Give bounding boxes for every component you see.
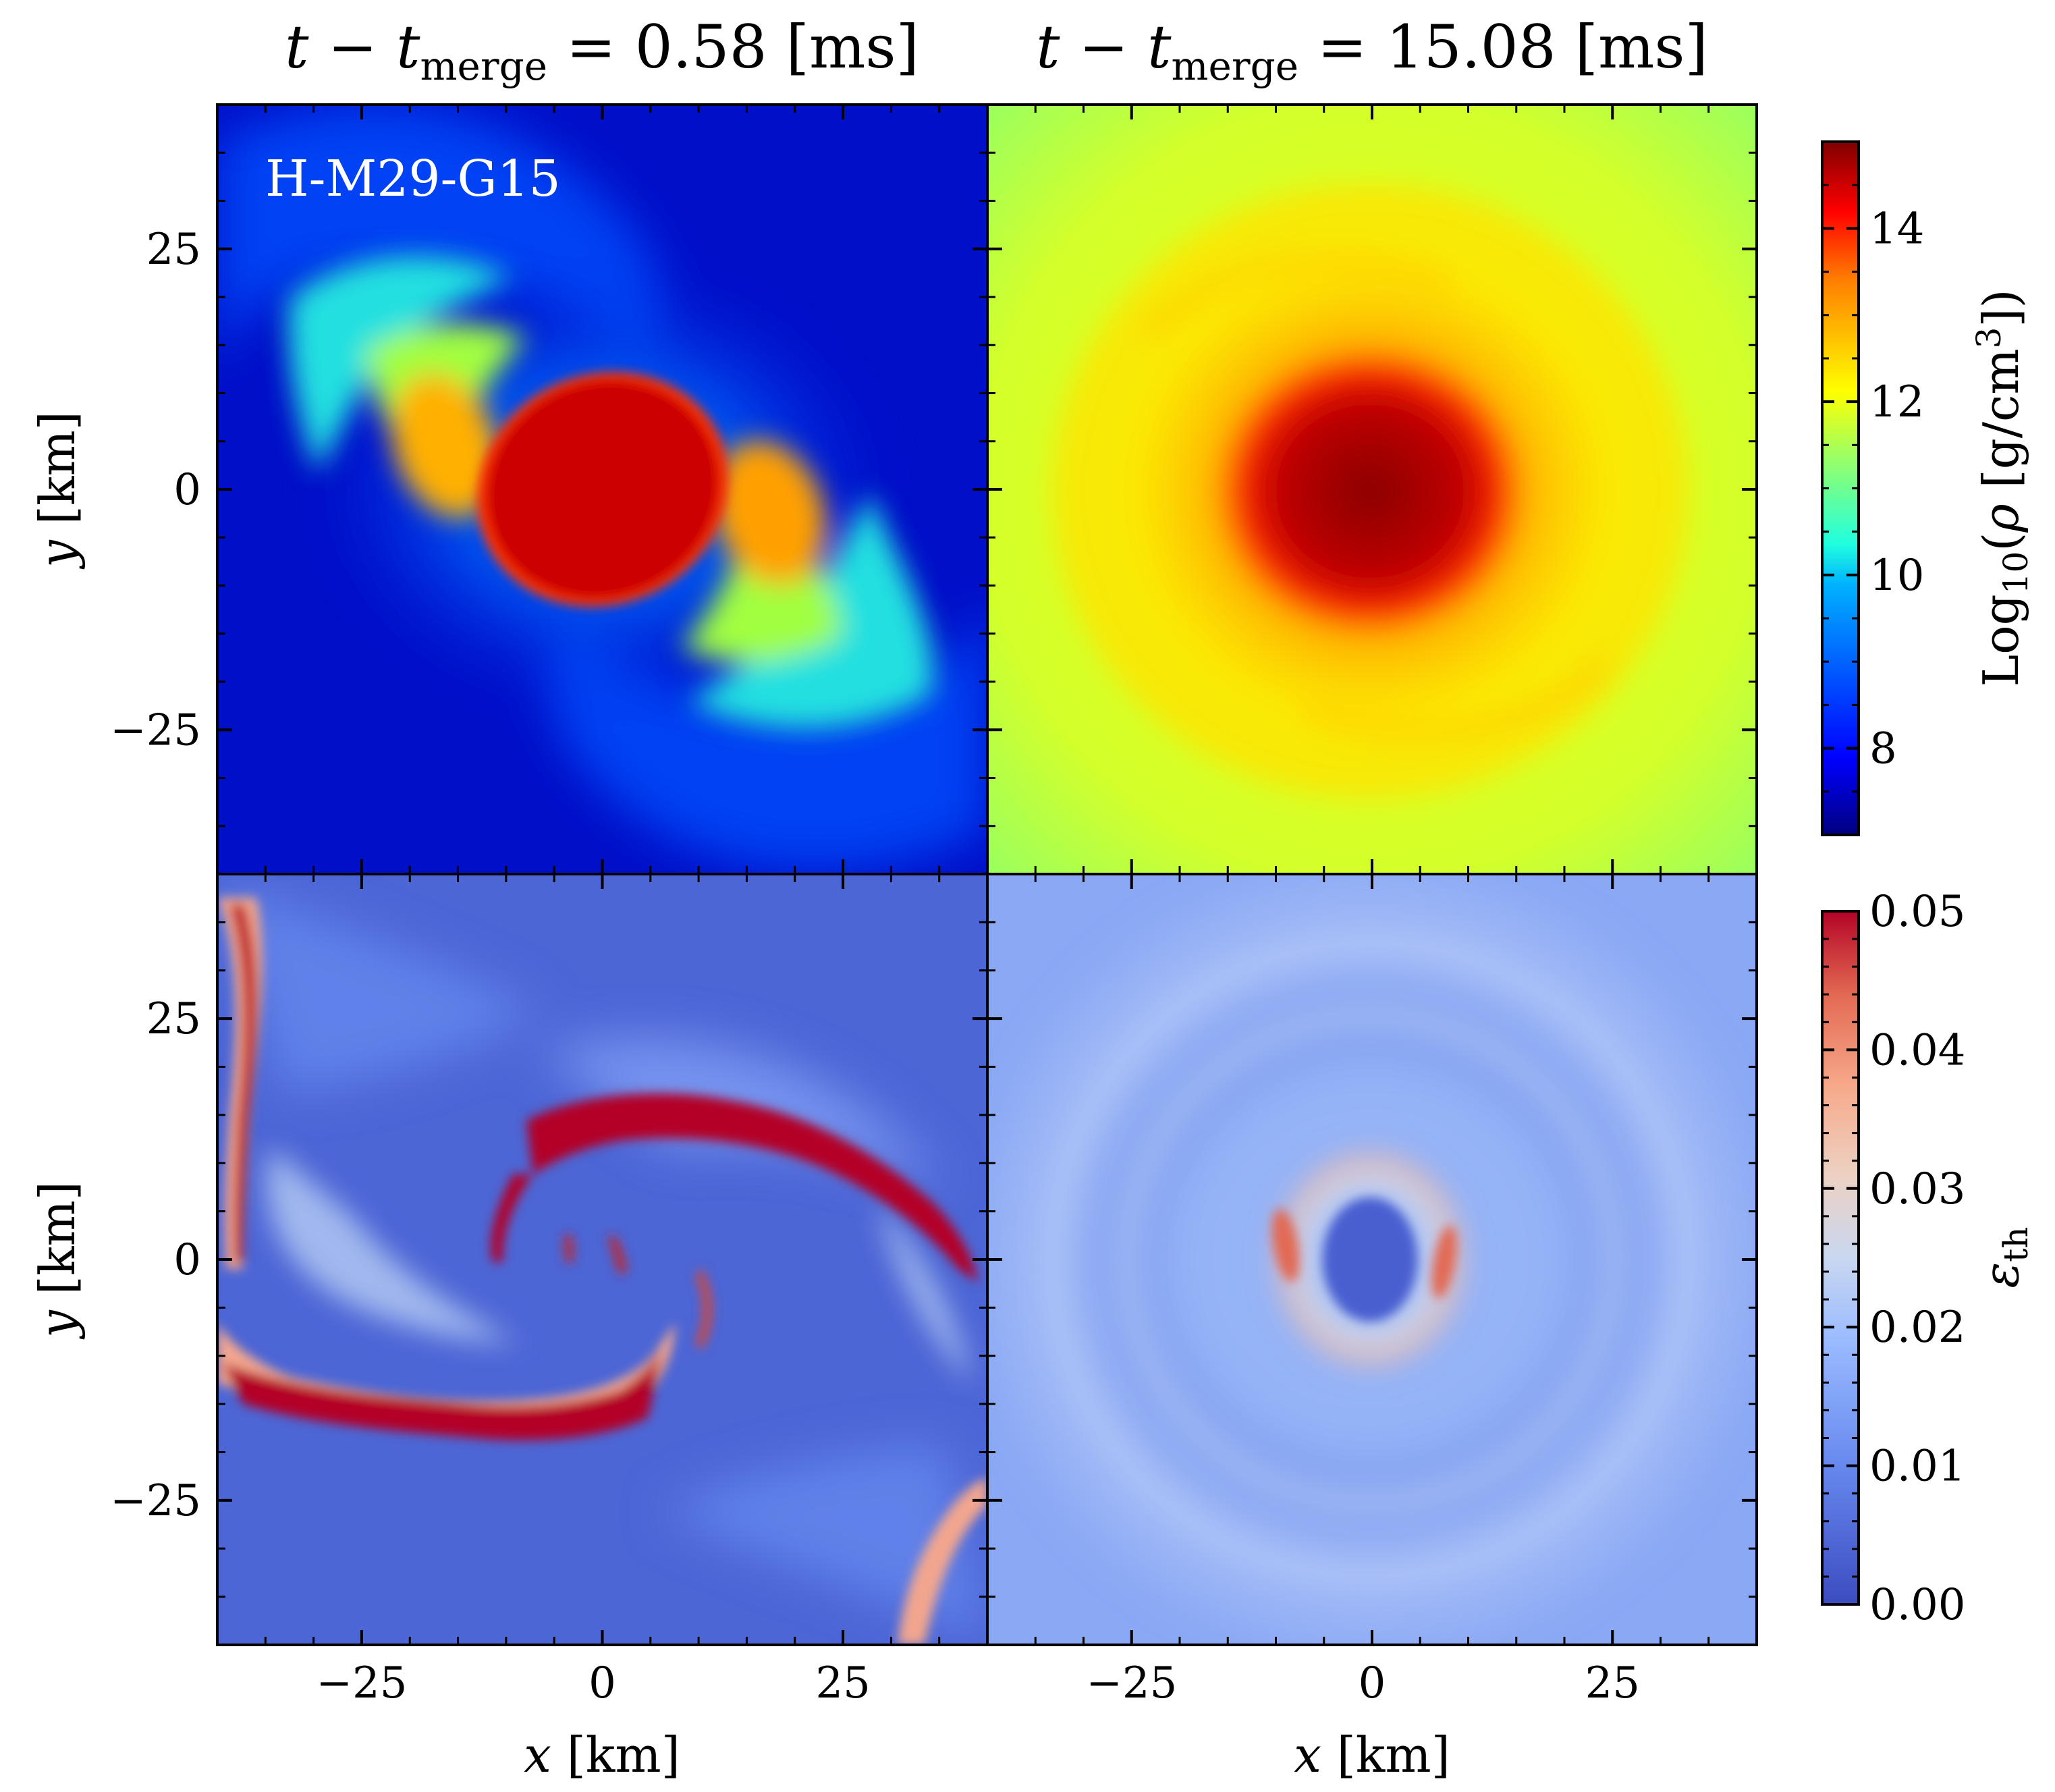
colorbar-thermal [1822,911,1859,1604]
panel-density-early: H-M29-G15 [217,105,987,874]
ytick-label: 25 [146,994,201,1044]
ytick-label: −25 [110,1476,201,1526]
ylabel-top: y [km] [29,411,86,570]
panel-density-late [987,105,1757,874]
cbar-tick-label: 10 [1869,551,1924,601]
panel-thermal-early [217,874,987,1645]
xtick-label: 25 [1585,1658,1640,1708]
xtick-label: −25 [316,1658,407,1708]
axis-tick-labels: 25 0 −25 −25 0 25 25 0 −25 −25 0 25 [110,225,1640,1708]
colorbar-density-label: Log10(ρ [g/cm3]) [1969,289,2035,686]
cbar-tick-label: 0.01 [1869,1442,1966,1492]
xlabel-left: x [km] [524,1727,680,1783]
cbar-tick-label: 0.05 [1869,887,1966,937]
title-right: t − tmerge = 15.08 [ms] [1036,12,1708,89]
colorbar-ticks: 8 10 12 14 0.00 0.01 0.02 0.03 0.04 0.05 [1822,184,1966,1630]
cbar-tick-label: 0.04 [1869,1025,1966,1075]
title-left: t − tmerge = 0.58 [ms] [285,12,919,89]
cbar-tick-label: 0.03 [1869,1164,1966,1214]
cbar-tick-label: 14 [1869,204,1924,254]
colorbar-thermal-frame [1821,910,1860,1606]
ytick-label: 0 [173,1235,201,1285]
axis-ticks [217,105,1757,1645]
ylabel-bottom: y [km] [29,1181,86,1340]
xtick-label: −25 [1086,1658,1177,1708]
xlabel-right: x [km] [1294,1727,1450,1783]
model-label: H-M29-G15 [265,150,561,208]
colorbar-thermal-label: εth [1973,1227,2035,1288]
xtick-label: 25 [815,1658,870,1708]
xtick-label: 0 [1359,1658,1386,1708]
cbar-tick-label: 0.00 [1869,1580,1966,1630]
cbar-tick-label: 0.02 [1869,1303,1966,1353]
cbar-tick-label: 12 [1869,377,1924,427]
xtick-label: 0 [588,1658,616,1708]
ytick-label: 25 [146,225,201,275]
ytick-label: 0 [173,465,201,515]
ytick-label: −25 [110,705,201,755]
panel-thermal-late [987,874,1757,1645]
cbar-tick-label: 8 [1869,724,1897,774]
